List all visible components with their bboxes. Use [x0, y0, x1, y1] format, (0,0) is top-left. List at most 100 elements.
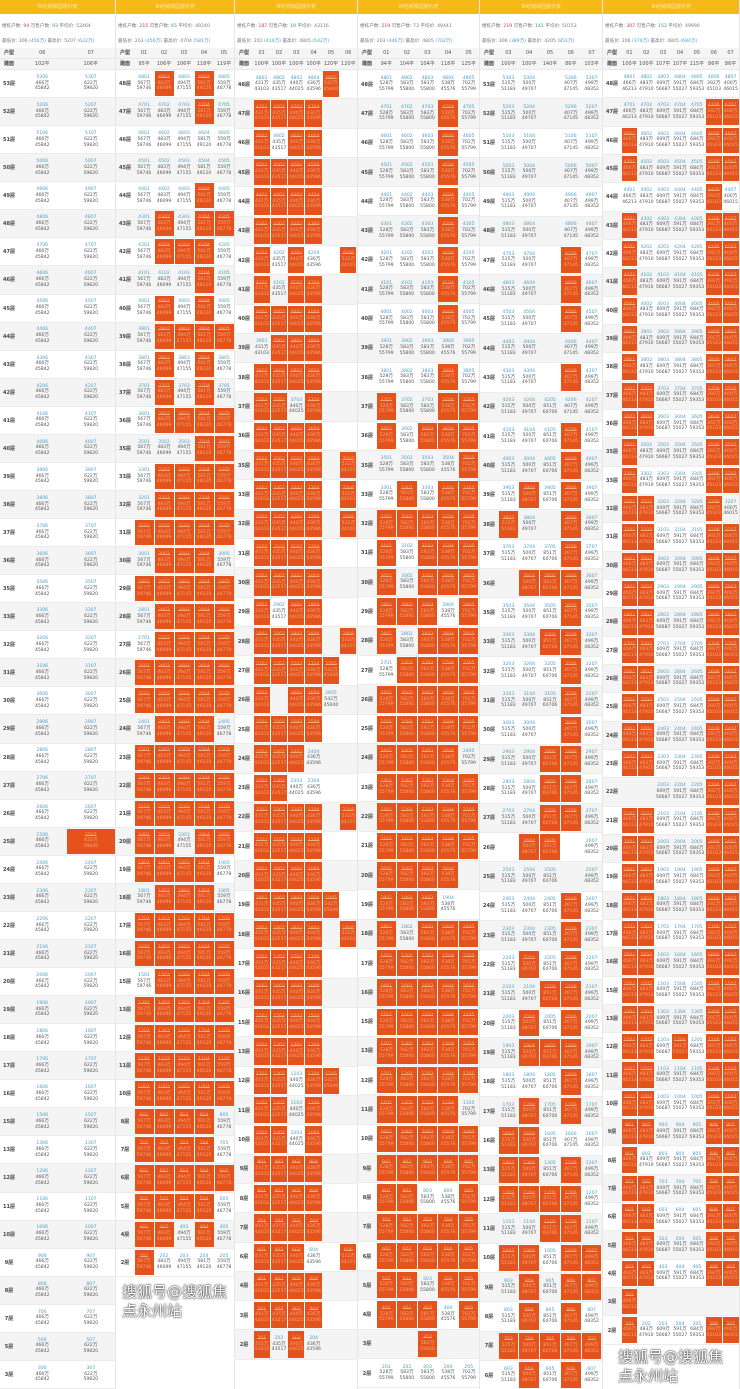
unit-cell[interactable]: 4803 440万 44025 — [288, 71, 304, 97]
unit-cell[interactable]: 3907 499万 48352 — [582, 482, 602, 508]
unit-cell[interactable]: 2902 435万 43517 — [271, 599, 287, 625]
unit-cell[interactable]: 1804 500万 49707 — [519, 1069, 539, 1095]
unit-cell[interactable]: 4703 494万 47155 — [175, 99, 194, 124]
unit-cell[interactable]: 2804 500万 49707 — [519, 775, 539, 801]
unit-cell[interactable]: 4004 500万 49707 — [519, 452, 539, 478]
unit-cell[interactable]: 4403 494万 47155 — [175, 183, 194, 208]
unit-cell[interactable]: 5203 515万 51183 — [499, 100, 519, 126]
unit-cell[interactable]: 2907 499万 48352 — [582, 746, 602, 772]
unit-cell[interactable]: 4204 591万 55027 — [672, 241, 688, 266]
unit-cell[interactable]: 3803 583万 55800 — [418, 364, 438, 390]
unit-cell[interactable]: 5007 622万 59820 — [67, 155, 115, 180]
unit-cell[interactable]: 1807 499万 48352 — [582, 1069, 602, 1095]
unit-cell[interactable]: 4707 622万 59820 — [67, 239, 115, 264]
unit-cell[interactable]: 3802 483万 47910 — [638, 354, 654, 379]
unit-cell[interactable]: 5206 407万 47145 — [561, 100, 581, 126]
unit-cell[interactable]: 4801 466万 46213 — [622, 71, 638, 96]
unit-cell[interactable]: 2701 567万 59746 — [135, 632, 154, 657]
unit-cell[interactable]: 4906 407万 47145 — [561, 188, 581, 214]
unit-cell[interactable]: 4402 483万 47910 — [638, 184, 654, 209]
unit-cell[interactable]: 2304 500万 49707 — [519, 922, 539, 948]
unit-cell[interactable]: 4705 702万 55799 — [459, 100, 479, 126]
unit-cell[interactable]: 4803 609万 56687 — [655, 71, 671, 96]
unit-cell[interactable]: 3503 494万 47155 — [175, 436, 194, 461]
unit-cell[interactable]: 3703 515万 51183 — [499, 541, 519, 567]
unit-cell[interactable]: 4704 500万 49707 — [519, 247, 539, 273]
unit-cell[interactable]: 4102 583万 55800 — [397, 276, 417, 302]
unit-cell[interactable]: 4405 559万 46778 — [215, 183, 234, 208]
unit-cell[interactable]: 1104 500万 49707 — [519, 1215, 539, 1241]
unit-cell[interactable]: 3805 684万 59353 — [689, 354, 705, 379]
unit-cell[interactable]: 4407 622万 59820 — [67, 324, 115, 349]
unit-cell[interactable]: 3703 583万 55800 — [418, 393, 438, 419]
unit-cell[interactable]: 3504 591万 55027 — [672, 439, 688, 464]
unit-cell[interactable]: 4102 483万 47910 — [638, 269, 654, 294]
unit-cell[interactable]: 4202 583万 55800 — [397, 247, 417, 273]
unit-cell[interactable]: 3904 591万 55027 — [672, 326, 688, 351]
unit-cell[interactable]: 2401 567万 59746 — [135, 716, 154, 741]
unit-cell[interactable]: 4105 702万 55799 — [459, 276, 479, 302]
unit-cell[interactable]: 506 466万 45842 — [19, 1334, 67, 1359]
unit-cell[interactable]: 4603 494万 47155 — [175, 127, 194, 152]
unit-cell[interactable]: 201 528万 55799 — [377, 1360, 397, 1386]
unit-cell[interactable]: 2904 538万 45576 — [438, 598, 458, 624]
unit-cell[interactable]: 3103 609万 56687 — [655, 524, 671, 549]
unit-cell[interactable]: 4205 851万 60706 — [540, 394, 560, 420]
unit-cell[interactable]: 1801 567万 59746 — [135, 885, 154, 910]
unit-cell[interactable]: 5106 407万 47145 — [561, 130, 581, 156]
unit-cell[interactable]: 3205 851万 60706 — [540, 658, 560, 684]
unit-cell[interactable]: 4002 583万 55800 — [397, 305, 417, 331]
unit-cell[interactable]: 1806 466万 45842 — [19, 1025, 67, 1050]
unit-cell[interactable]: 803 515万 51183 — [499, 1303, 519, 1329]
unit-cell[interactable]: 4803 515万 51183 — [499, 218, 519, 244]
unit-cell[interactable]: 1306 466万 45842 — [19, 1137, 67, 1162]
unit-cell[interactable]: 1807 622万 59820 — [67, 1025, 115, 1050]
unit-cell[interactable]: 4205 559万 46778 — [215, 239, 234, 264]
unit-cell[interactable]: 3904 538万 45576 — [438, 335, 458, 361]
unit-cell[interactable]: 3704 500万 49707 — [519, 541, 539, 567]
unit-cell[interactable]: 4405 702万 55799 — [459, 188, 479, 214]
unit-cell[interactable]: 3501 567万 59746 — [135, 436, 154, 461]
unit-cell[interactable]: 4007 499万 48352 — [582, 452, 602, 478]
unit-cell[interactable]: 4103 515万 51183 — [499, 423, 519, 449]
unit-cell[interactable]: 4107 499万 48352 — [582, 423, 602, 449]
unit-cell[interactable]: 3503 515万 51183 — [499, 599, 519, 625]
unit-cell[interactable]: 1106 466万 45842 — [19, 1194, 67, 1219]
unit-cell[interactable]: 804 538万 45576 — [438, 1184, 458, 1210]
unit-cell[interactable]: 3005 684万 59353 — [689, 553, 705, 578]
unit-cell[interactable]: 203 583万 55800 — [418, 1360, 438, 1386]
unit-cell[interactable]: 4201 567万 59746 — [135, 239, 154, 264]
unit-cell[interactable]: 3705 559万 46778 — [215, 380, 234, 405]
unit-cell[interactable]: 4307 622万 59820 — [67, 352, 115, 377]
unit-cell[interactable]: 4005 559万 46778 — [215, 296, 234, 321]
unit-cell[interactable]: 607 499万 48352 — [582, 1362, 602, 1388]
unit-cell[interactable]: 4805 559万 46778 — [215, 71, 234, 96]
unit-cell[interactable]: 3204 500万 49707 — [519, 658, 539, 684]
unit-cell[interactable]: 2407 499万 48352 — [582, 893, 602, 919]
unit-cell[interactable]: 2405 702万 55799 — [459, 745, 479, 771]
unit-cell[interactable]: 4102 435万 43517 — [271, 276, 287, 302]
unit-cell[interactable]: 4807 499万 48352 — [582, 218, 602, 244]
unit-cell[interactable]: 2707 622万 59820 — [67, 773, 115, 798]
unit-cell[interactable]: 2207 622万 59820 — [67, 913, 115, 938]
unit-cell[interactable]: 1003 440万 44025 — [288, 1126, 304, 1152]
unit-cell[interactable]: 3901 431万 43103 — [254, 335, 270, 361]
unit-cell[interactable]: 4505 684万 59353 — [689, 156, 705, 181]
unit-cell[interactable]: 4302 483万 47910 — [638, 213, 654, 238]
unit-cell[interactable]: 907 622万 59820 — [67, 1250, 115, 1275]
unit-cell[interactable]: 1607 499万 48352 — [582, 1127, 602, 1153]
unit-cell[interactable]: 2107 622万 59820 — [67, 941, 115, 966]
unit-cell[interactable]: 3707 622万 59820 — [67, 520, 115, 545]
unit-cell[interactable]: 1703 515万 51183 — [499, 1098, 519, 1124]
unit-cell[interactable]: 4507 499万 48352 — [582, 306, 602, 332]
unit-cell[interactable]: 4604 591万 55027 — [672, 128, 688, 153]
unit-cell[interactable]: 4804 436万 43596 — [305, 71, 321, 97]
unit-cell[interactable]: 2307 622万 59820 — [67, 885, 115, 910]
unit-cell[interactable]: 403 494万 47155 — [175, 1222, 194, 1247]
unit-cell[interactable]: 2306 466万 45842 — [19, 885, 67, 910]
unit-cell[interactable]: 4705 684万 59353 — [689, 99, 705, 124]
unit-cell[interactable]: 4802 435万 43517 — [271, 71, 287, 97]
unit-cell[interactable]: 2107 499万 48352 — [582, 981, 602, 1007]
unit-cell[interactable]: 4801 567万 59746 — [135, 71, 154, 96]
unit-cell[interactable]: 3607 499万 48352 — [582, 570, 602, 596]
